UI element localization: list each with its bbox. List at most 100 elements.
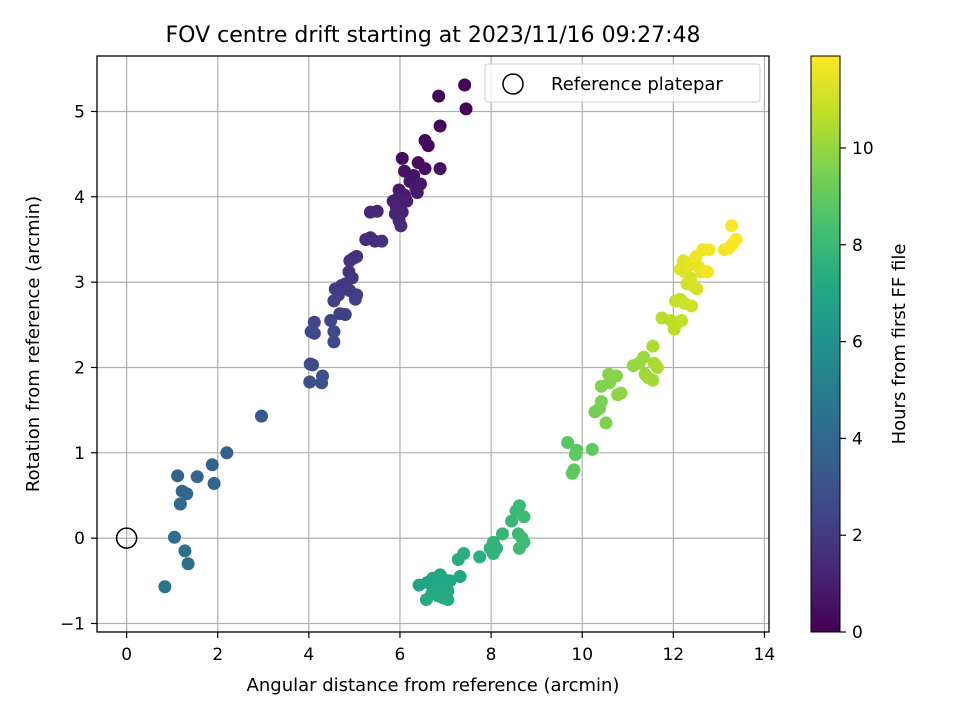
data-point [505,514,519,528]
x-tick-label: 0 [121,645,132,665]
y-tick-label: 1 [74,444,85,464]
colorbar [810,55,841,633]
x-tick-label: 4 [303,645,314,665]
data-point [394,219,408,233]
data-point [512,499,526,513]
y-tick-label: −1 [60,614,85,634]
data-point [327,325,341,339]
data-point [410,186,424,200]
y-tick-label: 3 [74,273,85,293]
data-point [609,369,623,383]
data-point [158,580,172,594]
data-point [178,544,192,558]
x-axis-label: Angular distance from reference (arcmin) [247,675,620,696]
data-point [205,458,219,472]
x-axis-ticks: 0 2 4 6 8 10 12 14 [121,632,775,665]
data-point [307,326,321,340]
data-point [614,386,628,400]
data-point [171,469,185,483]
data-point [348,292,362,306]
data-point [725,219,739,233]
data-point [458,78,472,92]
colorbar-tick-label: 4 [852,429,863,449]
data-point [729,232,743,246]
data-point [327,335,341,349]
x-tick-label: 6 [395,645,406,665]
data-point [702,243,716,257]
data-point [421,139,435,153]
data-point [650,360,664,374]
y-axis-ticks: −1 0 1 2 3 4 5 [60,102,97,634]
x-tick-label: 8 [486,645,497,665]
legend-marker [502,73,524,95]
data-point [303,375,317,389]
data-point [637,350,651,364]
data-point [646,339,660,353]
data-point [594,395,608,409]
data-point [167,530,181,544]
data-point [190,470,204,484]
data-point [400,194,414,208]
x-tick-label: 14 [754,645,776,665]
data-point [568,448,582,462]
data-point [486,546,500,560]
data-point [327,294,341,308]
data-point [254,409,268,423]
data-point [363,205,377,219]
legend-label: Reference platepar [551,74,723,95]
reference-marker [115,527,138,549]
data-point [173,497,187,511]
chart-title: FOV centre drift starting at 2023/11/16 … [166,23,701,48]
data-point [599,416,613,430]
data-point [690,282,704,296]
y-tick-label: 4 [74,188,85,208]
data-point [675,314,689,328]
data-point [512,541,526,555]
data-point [700,265,714,279]
data-point [305,358,319,372]
data-point [324,314,338,328]
y-axis-label: Rotation from reference (arcmin) [23,196,44,492]
colorbar-tick-label: 10 [852,139,874,159]
data-point [433,119,447,133]
x-tick-label: 2 [212,645,223,665]
data-point [561,436,575,450]
data-point [343,254,357,268]
data-point [315,376,329,390]
colorbar-ticks: 0 2 4 6 8 10 [840,139,874,643]
grid [97,56,769,632]
legend-box [484,63,761,103]
data-point [418,162,432,176]
data-point [453,570,467,584]
data-point [685,299,699,313]
legend: Reference platepar [484,63,761,103]
data-point [181,557,195,571]
x-tick-label: 10 [571,645,593,665]
data-point [432,89,446,103]
colorbar-tick-label: 0 [852,623,863,643]
data-point [375,234,389,248]
data-point [395,151,409,165]
data-point [585,442,599,456]
data-point [338,308,352,322]
data-point [457,546,471,560]
data-point [495,527,509,541]
colorbar-tick-label: 2 [852,526,863,546]
data-points [158,78,743,607]
data-point [517,510,531,524]
colorbar-label: Hours from first FF file [889,244,910,445]
data-point [473,550,487,564]
data-point [459,102,473,116]
data-point [220,446,234,460]
data-point [433,162,447,176]
data-point [646,373,660,387]
y-tick-label: 0 [74,529,85,549]
x-tick-label: 12 [663,645,685,665]
plot-frame [96,55,770,633]
y-tick-label: 2 [74,358,85,378]
data-point [436,591,450,605]
data-point [180,487,194,501]
data-point [207,477,221,491]
